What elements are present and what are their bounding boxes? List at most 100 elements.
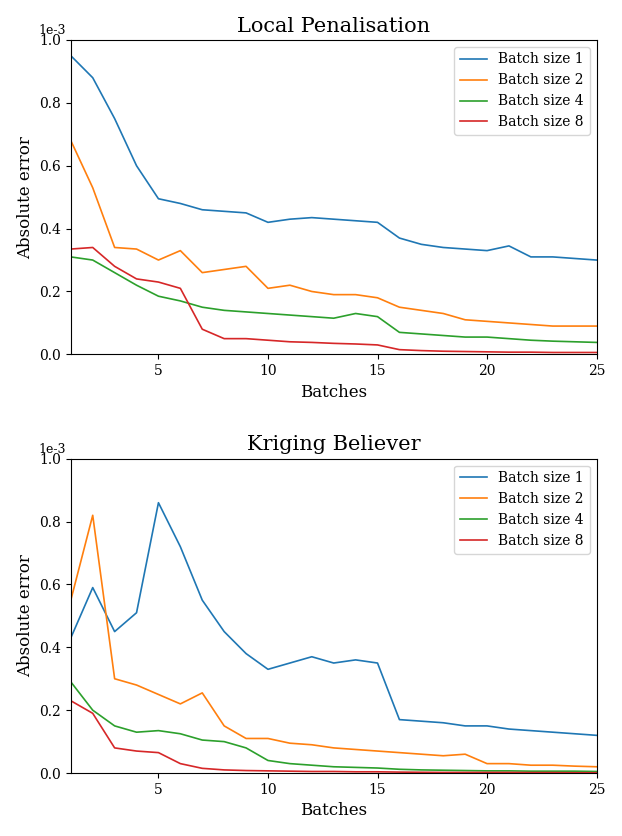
Batch size 1	[264, 665, 272, 675]
Batch size 4	[177, 296, 184, 306]
Batch size 1	[505, 241, 513, 251]
Batch size 2	[440, 308, 447, 319]
Batch size 2	[89, 183, 96, 193]
Batch size 4	[330, 762, 337, 772]
Batch size 1	[89, 73, 96, 83]
Batch size 2	[527, 319, 534, 329]
Batch size 1	[396, 233, 403, 243]
Text: 1e-3: 1e-3	[38, 442, 65, 456]
Text: 1e-3: 1e-3	[38, 24, 65, 37]
Batch size 1	[352, 655, 360, 665]
Batch size 4	[67, 252, 75, 262]
Batch size 1	[462, 721, 469, 731]
Batch size 8	[155, 277, 162, 287]
Batch size 4	[374, 763, 381, 773]
Batch size 8	[549, 348, 557, 358]
Batch size 1	[440, 242, 447, 252]
Batch size 1	[89, 583, 96, 593]
Batch size 4	[220, 305, 228, 315]
Batch size 4	[462, 766, 469, 776]
Batch size 4	[67, 677, 75, 687]
Batch size 8	[440, 767, 447, 777]
Batch size 1	[220, 626, 228, 636]
Batch size 2	[330, 743, 337, 753]
Batch size 8	[177, 283, 184, 293]
Batch size 8	[67, 696, 75, 706]
Batch size 1	[133, 608, 141, 618]
Batch size 4	[89, 255, 96, 265]
Batch size 2	[243, 262, 250, 272]
Batch size 4	[286, 310, 294, 320]
Batch size 1	[462, 244, 469, 254]
X-axis label: Batches: Batches	[300, 803, 367, 819]
Batch size 8	[330, 339, 337, 349]
Batch size 2	[374, 293, 381, 303]
Batch size 4	[133, 280, 141, 290]
Batch size 2	[396, 747, 403, 757]
Batch size 2	[352, 289, 360, 299]
Batch size 4	[549, 336, 557, 346]
Batch size 1	[67, 51, 75, 61]
Batch size 8	[527, 767, 534, 777]
Batch size 2	[483, 758, 491, 768]
Batch size 8	[483, 347, 491, 357]
Batch size 4	[396, 764, 403, 774]
Batch size 8	[155, 747, 162, 757]
Batch size 4	[593, 338, 600, 348]
Batch size 1	[330, 214, 337, 224]
Batch size 4	[286, 758, 294, 768]
Batch size 8	[374, 340, 381, 350]
Batch size 2	[133, 680, 141, 690]
Batch size 8	[549, 767, 557, 777]
Batch size 2	[308, 740, 315, 750]
Batch size 8	[571, 767, 578, 777]
Batch size 8	[593, 348, 600, 358]
Batch size 8	[198, 324, 206, 334]
Batch size 2	[593, 762, 600, 772]
Batch size 8	[67, 244, 75, 254]
Batch size 2	[417, 305, 425, 315]
Batch size 1	[286, 214, 294, 224]
Batch size 4	[155, 726, 162, 736]
Batch size 4	[352, 762, 360, 772]
Legend: Batch size 1, Batch size 2, Batch size 4, Batch size 8: Batch size 1, Batch size 2, Batch size 4…	[454, 47, 590, 135]
Batch size 4	[220, 737, 228, 747]
Batch size 1	[198, 205, 206, 215]
Batch size 2	[67, 135, 75, 145]
Batch size 2	[593, 321, 600, 331]
Batch size 2	[396, 302, 403, 312]
Batch size 2	[89, 510, 96, 520]
Batch size 1	[177, 198, 184, 208]
Batch size 1	[264, 217, 272, 227]
Batch size 1	[417, 716, 425, 726]
Batch size 2	[243, 733, 250, 743]
Line: Batch size 1: Batch size 1	[71, 56, 596, 260]
Batch size 8	[462, 346, 469, 356]
Batch size 4	[462, 332, 469, 342]
Batch size 1	[417, 239, 425, 249]
Batch size 4	[198, 302, 206, 312]
Batch size 8	[243, 766, 250, 776]
Batch size 2	[220, 264, 228, 274]
Batch size 4	[243, 307, 250, 317]
Batch size 8	[198, 763, 206, 773]
Batch size 4	[133, 727, 141, 737]
Batch size 8	[417, 767, 425, 777]
Batch size 2	[286, 280, 294, 290]
Batch size 4	[417, 765, 425, 775]
Line: Batch size 4: Batch size 4	[71, 257, 596, 343]
Batch size 1	[133, 161, 141, 171]
Batch size 8	[505, 347, 513, 357]
Batch size 4	[243, 743, 250, 753]
Batch size 4	[571, 337, 578, 347]
Batch size 8	[220, 765, 228, 775]
Batch size 8	[462, 767, 469, 777]
Batch size 4	[549, 766, 557, 776]
Batch size 2	[505, 318, 513, 328]
Line: Batch size 4: Batch size 4	[71, 682, 596, 772]
Batch size 1	[483, 721, 491, 731]
Batch size 2	[308, 287, 315, 297]
Batch size 2	[198, 688, 206, 698]
Batch size 4	[308, 312, 315, 322]
Y-axis label: Absolute error: Absolute error	[17, 135, 34, 258]
